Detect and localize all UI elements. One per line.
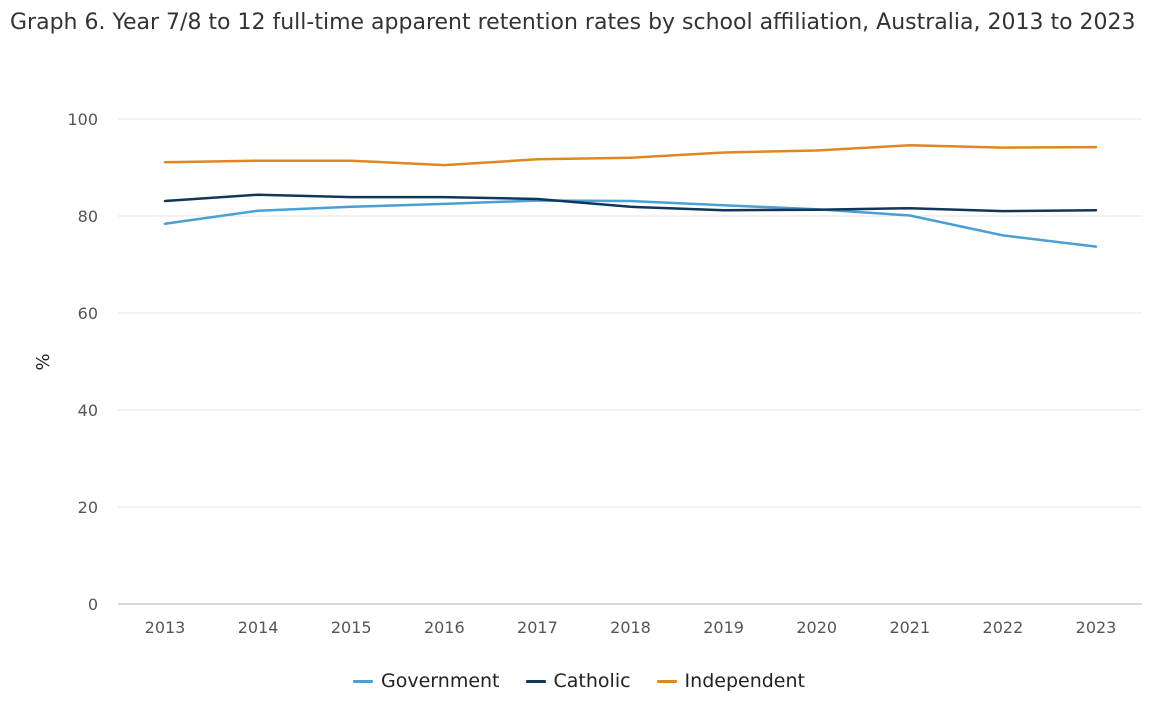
legend-swatch [353,679,374,683]
y-axis-title: % [33,353,54,370]
legend-item-catholic[interactable]: Catholic [525,670,631,692]
x-tick-label: 2016 [424,618,465,637]
x-tick-label: 2022 [983,618,1024,637]
legend-item-government[interactable]: Government [353,670,500,692]
legend: Government Catholic Independent [0,670,1158,692]
legend-label: Government [381,670,500,692]
x-axis-ticks: 2013 2014 2015 2016 2017 2018 2019 2020 2021 2022… [145,618,1117,637]
x-tick-label: 2020 [796,618,837,637]
x-tick-label: 2019 [703,618,744,637]
legend-label: Catholic [553,670,631,692]
gridlines [118,118,1142,605]
y-tick-label: 80 [78,207,98,226]
chart-title: Graph 6. Year 7/8 to 12 full-time appare… [10,10,1136,35]
x-tick-label: 2023 [1076,618,1117,637]
legend-swatch [656,679,677,683]
x-tick-label: 2018 [610,618,651,637]
x-tick-label: 2014 [238,618,279,637]
y-axis-ticks: 0 20 40 60 80 100 [67,110,98,614]
x-tick-label: 2015 [331,618,372,637]
x-tick-label: 2021 [889,618,930,637]
x-tick-label: 2013 [145,618,186,637]
y-tick-label: 20 [78,498,98,517]
y-tick-label: 60 [78,304,98,323]
series-line-catholic[interactable] [163,193,1098,213]
y-tick-label: 100 [67,110,98,129]
x-tick-label: 2017 [517,618,558,637]
legend-item-independent[interactable]: Independent [656,670,805,692]
series-line-independent[interactable] [163,143,1098,167]
legend-label: Independent [684,670,805,692]
series-lines [163,143,1098,248]
y-tick-label: 0 [88,595,98,614]
y-tick-label: 40 [78,401,98,420]
legend-swatch [525,679,546,683]
series-line-government[interactable] [163,199,1098,248]
